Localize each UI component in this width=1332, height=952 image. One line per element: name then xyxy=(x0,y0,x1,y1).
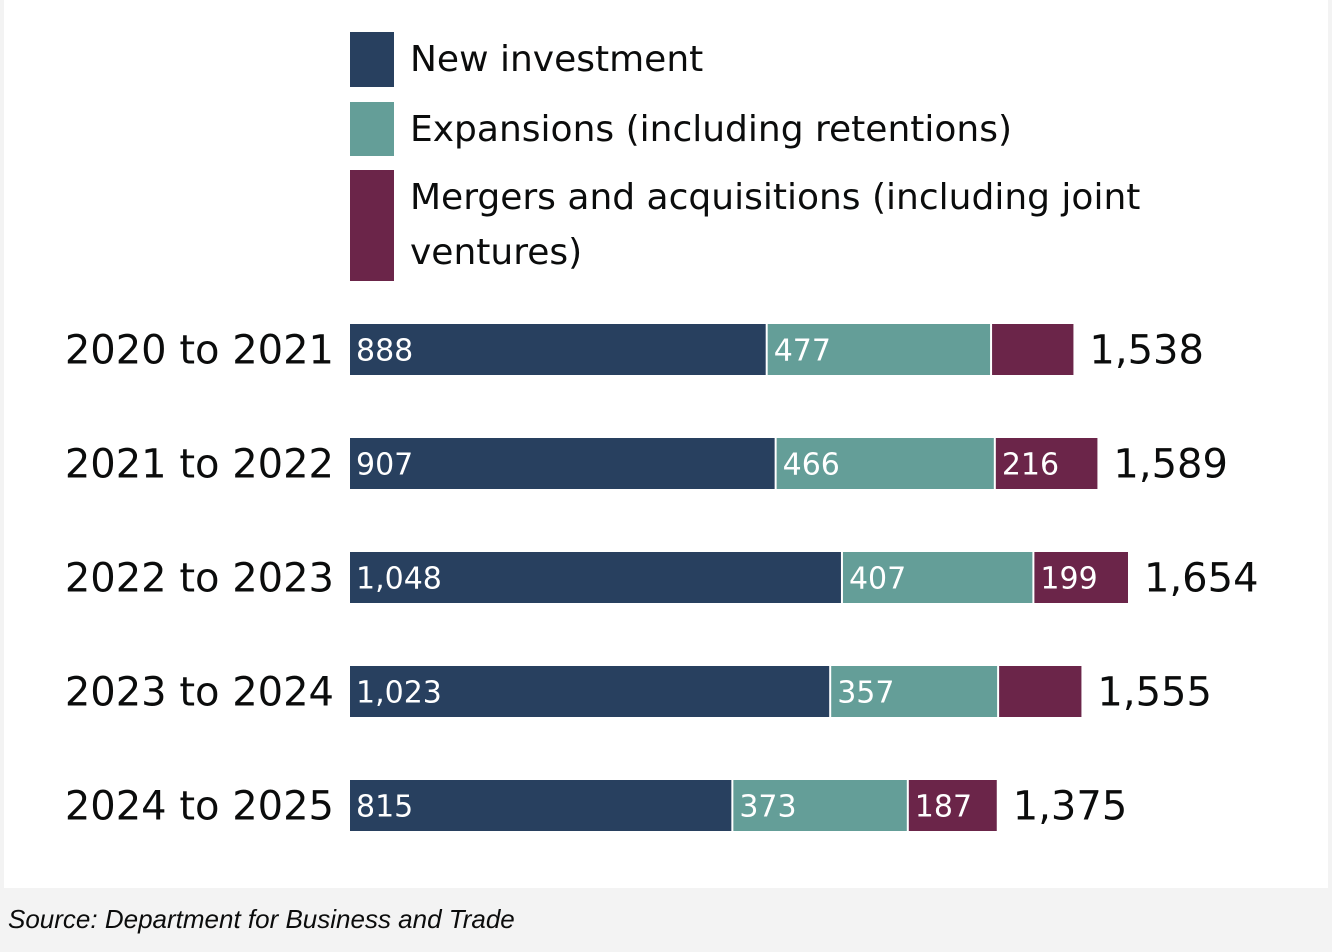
total-label: 1,654 xyxy=(1144,556,1259,602)
stacked-bar-chart: 2020 to 2021 888 477 1,538 2021 to 2022 907 46… xyxy=(65,324,1259,831)
bar-segment xyxy=(999,666,1082,717)
bar-segment xyxy=(992,324,1074,375)
category-label: 2024 to 2025 xyxy=(65,784,334,830)
bar-segment xyxy=(1034,552,1128,603)
bar-segment xyxy=(350,438,775,489)
bar-segment xyxy=(350,324,766,375)
data-label: 407 xyxy=(849,562,906,597)
bar-segment xyxy=(995,438,1098,489)
data-label: 888 xyxy=(356,334,413,369)
legend-label-expansions: Expansions (including retentions) xyxy=(410,109,1013,150)
data-label: 357 xyxy=(837,676,894,711)
bar-segment xyxy=(831,666,998,717)
bar-segment xyxy=(350,552,841,603)
legend-swatch-expansions xyxy=(350,102,394,156)
data-label: 373 xyxy=(739,790,796,825)
category-label: 2021 to 2022 xyxy=(65,442,334,488)
data-label: 907 xyxy=(356,448,413,483)
legend-label-mergers-line1: Mergers and acquisitions (including join… xyxy=(410,177,1141,218)
bar-segment xyxy=(350,780,732,831)
bar-segment xyxy=(908,780,997,831)
bar-segment xyxy=(733,780,907,831)
source-note: Source: Department for Business and Trad… xyxy=(8,904,515,934)
category-label: 2020 to 2021 xyxy=(65,328,334,374)
total-label: 1,589 xyxy=(1113,442,1228,488)
data-label: 216 xyxy=(1002,448,1059,483)
data-label: 1,048 xyxy=(356,562,442,597)
data-label: 466 xyxy=(783,448,840,483)
data-label: 815 xyxy=(356,790,413,825)
total-label: 1,375 xyxy=(1013,784,1128,830)
bar-segment xyxy=(350,666,830,717)
total-label: 1,555 xyxy=(1097,670,1212,716)
total-label: 1,538 xyxy=(1089,328,1204,374)
data-label: 1,023 xyxy=(356,676,442,711)
category-label: 2023 to 2024 xyxy=(65,670,334,716)
legend-swatch-new-investment xyxy=(350,32,394,87)
legend-swatch-mergers xyxy=(350,170,394,281)
bar-segment xyxy=(776,438,994,489)
data-label: 477 xyxy=(774,334,831,369)
bar-segment xyxy=(842,552,1033,603)
legend-label-mergers-line2: ventures) xyxy=(410,232,583,273)
category-label: 2022 to 2023 xyxy=(65,556,334,602)
data-label: 199 xyxy=(1040,562,1097,597)
legend-label-new-investment: New investment xyxy=(410,39,704,80)
chart-card: New investment Expansions (including ret… xyxy=(4,0,1328,888)
data-label: 187 xyxy=(915,790,972,825)
bar-segment xyxy=(767,324,991,375)
